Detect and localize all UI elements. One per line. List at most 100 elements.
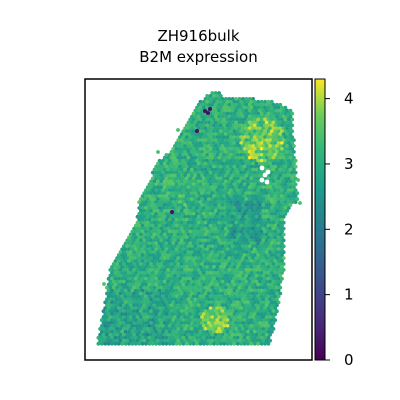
expression-spot	[280, 141, 284, 146]
expression-spot	[244, 197, 249, 202]
expression-spot	[266, 212, 271, 216]
expression-spot	[273, 194, 278, 199]
expression-spot	[203, 327, 208, 331]
expression-spot	[256, 330, 261, 334]
expression-spot	[133, 276, 138, 281]
expression-spot	[278, 256, 283, 260]
expression-spot	[106, 276, 111, 281]
expression-spot	[224, 132, 228, 137]
expression-spot	[154, 212, 159, 216]
expression-spot	[157, 229, 162, 234]
expression-spot	[188, 164, 193, 169]
expression-spot	[239, 312, 244, 317]
expression-spot	[251, 185, 256, 190]
expression-spot	[234, 214, 239, 219]
expression-spot	[264, 297, 269, 302]
expression-spot	[258, 338, 262, 343]
expression-spot	[196, 297, 201, 302]
expression-spot	[118, 273, 123, 278]
expression-spot	[190, 332, 194, 337]
expression-spot	[179, 338, 184, 343]
expression-spot	[278, 232, 283, 237]
expression-spot	[142, 238, 147, 243]
expression-spot	[254, 150, 259, 154]
expression-spot	[256, 147, 261, 151]
expression-spot	[156, 203, 160, 207]
expression-spot	[207, 97, 211, 101]
expression-spot	[290, 135, 295, 140]
expression-spot	[184, 294, 189, 299]
expression-spot	[237, 203, 242, 207]
expression-spot	[227, 138, 232, 143]
expression-spot	[184, 200, 189, 205]
expression-spot	[178, 158, 182, 163]
expression-spot	[229, 300, 233, 305]
expression-spot	[201, 200, 206, 205]
expression-spot	[213, 297, 218, 302]
expression-spot	[159, 297, 164, 302]
expression-spot	[173, 285, 177, 290]
expression-spot	[246, 259, 250, 263]
expression-spot	[101, 338, 106, 343]
expression-spot	[217, 203, 222, 207]
expression-spot	[137, 271, 142, 275]
expression-spot	[207, 185, 211, 190]
expression-spot	[218, 217, 223, 222]
expression-spot	[193, 321, 198, 325]
expression-spot	[266, 200, 271, 205]
expression-spot	[241, 303, 245, 308]
expression-spot	[229, 324, 233, 328]
expression-spot	[176, 203, 181, 207]
expression-spot	[157, 217, 162, 222]
expression-spot	[162, 315, 167, 319]
expression-spot	[98, 338, 102, 343]
expression-spot	[196, 232, 201, 237]
expression-spot	[188, 335, 193, 340]
expression-spot	[154, 223, 159, 228]
expression-spot	[227, 185, 232, 190]
expression-spot	[266, 306, 271, 311]
expression-spot	[237, 226, 242, 231]
expression-spot	[275, 102, 279, 107]
expression-spot	[251, 144, 256, 148]
expression-spot	[256, 200, 261, 205]
expression-spot	[244, 321, 249, 325]
expression-spot	[261, 155, 266, 160]
expression-spot	[161, 194, 165, 199]
expression-spot	[198, 164, 203, 169]
expression-spot	[208, 335, 213, 340]
expression-spot	[188, 182, 193, 187]
expression-spot	[261, 279, 266, 284]
expression-spot	[108, 303, 113, 308]
expression-spot	[242, 182, 247, 187]
expression-spot	[220, 132, 225, 137]
expression-spot	[218, 111, 223, 116]
expression-spot	[191, 241, 196, 246]
expression-spot	[225, 259, 230, 263]
expression-spot	[252, 158, 257, 163]
expression-spot	[110, 324, 114, 328]
expression-spot	[154, 335, 159, 340]
expression-spot	[215, 135, 220, 140]
expression-spot	[276, 141, 281, 146]
expression-spot	[232, 330, 237, 334]
expression-spot	[217, 338, 222, 343]
expression-spot	[280, 259, 284, 263]
expression-spot	[266, 135, 271, 140]
expression-spot	[183, 173, 188, 178]
expression-spot	[232, 223, 237, 228]
expression-spot	[183, 132, 188, 137]
expression-spot	[268, 262, 272, 266]
expression-spot	[195, 164, 199, 169]
expression-spot	[268, 203, 272, 207]
expression-spot	[190, 268, 194, 272]
expression-spot	[259, 294, 264, 299]
expression-spot	[246, 276, 250, 281]
expression-spot	[239, 271, 244, 275]
expression-spot	[106, 288, 111, 293]
expression-spot	[246, 294, 250, 299]
expression-spot	[222, 294, 227, 299]
expression-spot	[239, 153, 244, 157]
expression-spot	[142, 244, 147, 249]
expression-spot	[261, 321, 266, 325]
